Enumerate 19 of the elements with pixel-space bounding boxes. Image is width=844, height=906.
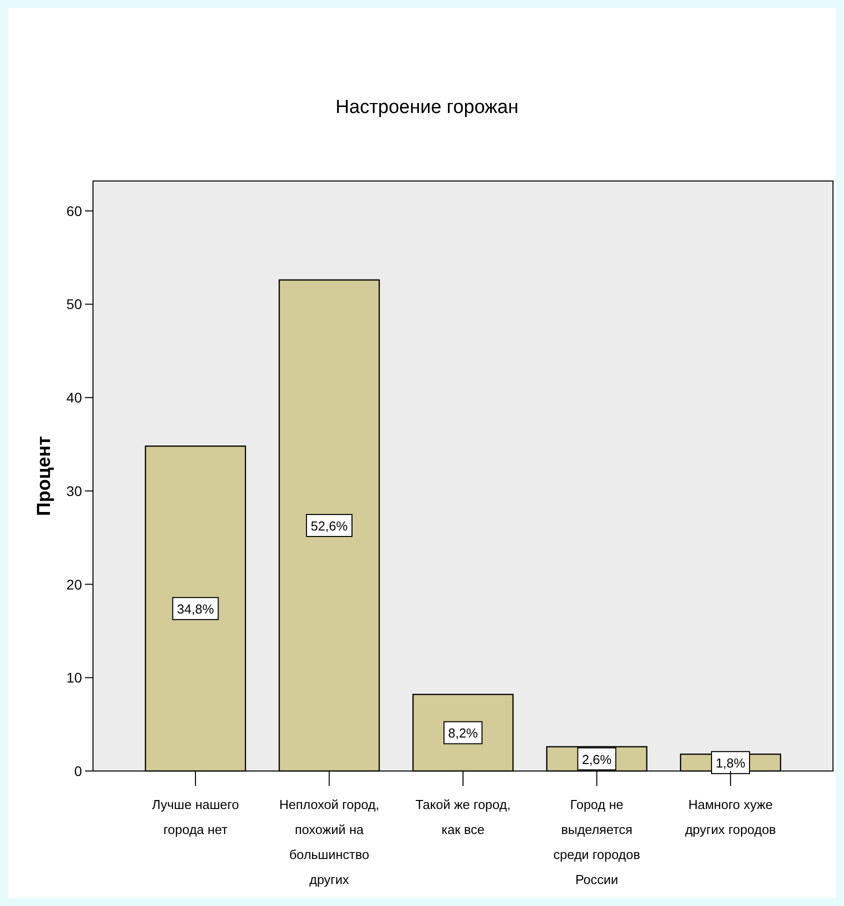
x-tick-label: Лучше нашего города нет — [152, 797, 239, 837]
y-tick-label: 20 — [66, 576, 82, 592]
chart-title: Настроение горожан — [336, 97, 518, 118]
x-tick-label: Неплохой город, похожий на большинство других — [279, 797, 380, 887]
y-tick-label: 10 — [66, 670, 82, 686]
y-tick-label: 0 — [74, 763, 82, 779]
y-tick-label: 50 — [66, 296, 82, 312]
x-tick-label: Намного хуже других городов — [685, 797, 776, 837]
y-tick-label: 40 — [66, 390, 82, 406]
data-label: 2,6% — [582, 752, 612, 767]
data-label: 34,8% — [177, 602, 214, 617]
x-tick-label: Город не выделяется среди городов России — [553, 797, 640, 887]
data-label: 8,2% — [448, 726, 478, 741]
y-tick-label: 30 — [66, 482, 82, 499]
data-label: 1,8% — [716, 756, 746, 771]
y-tick-label: 60 — [66, 202, 82, 219]
data-label: 52,6% — [310, 518, 348, 534]
y-axis-title: Процент — [34, 436, 55, 516]
x-tick-label: Такой же город, как все — [415, 797, 511, 837]
